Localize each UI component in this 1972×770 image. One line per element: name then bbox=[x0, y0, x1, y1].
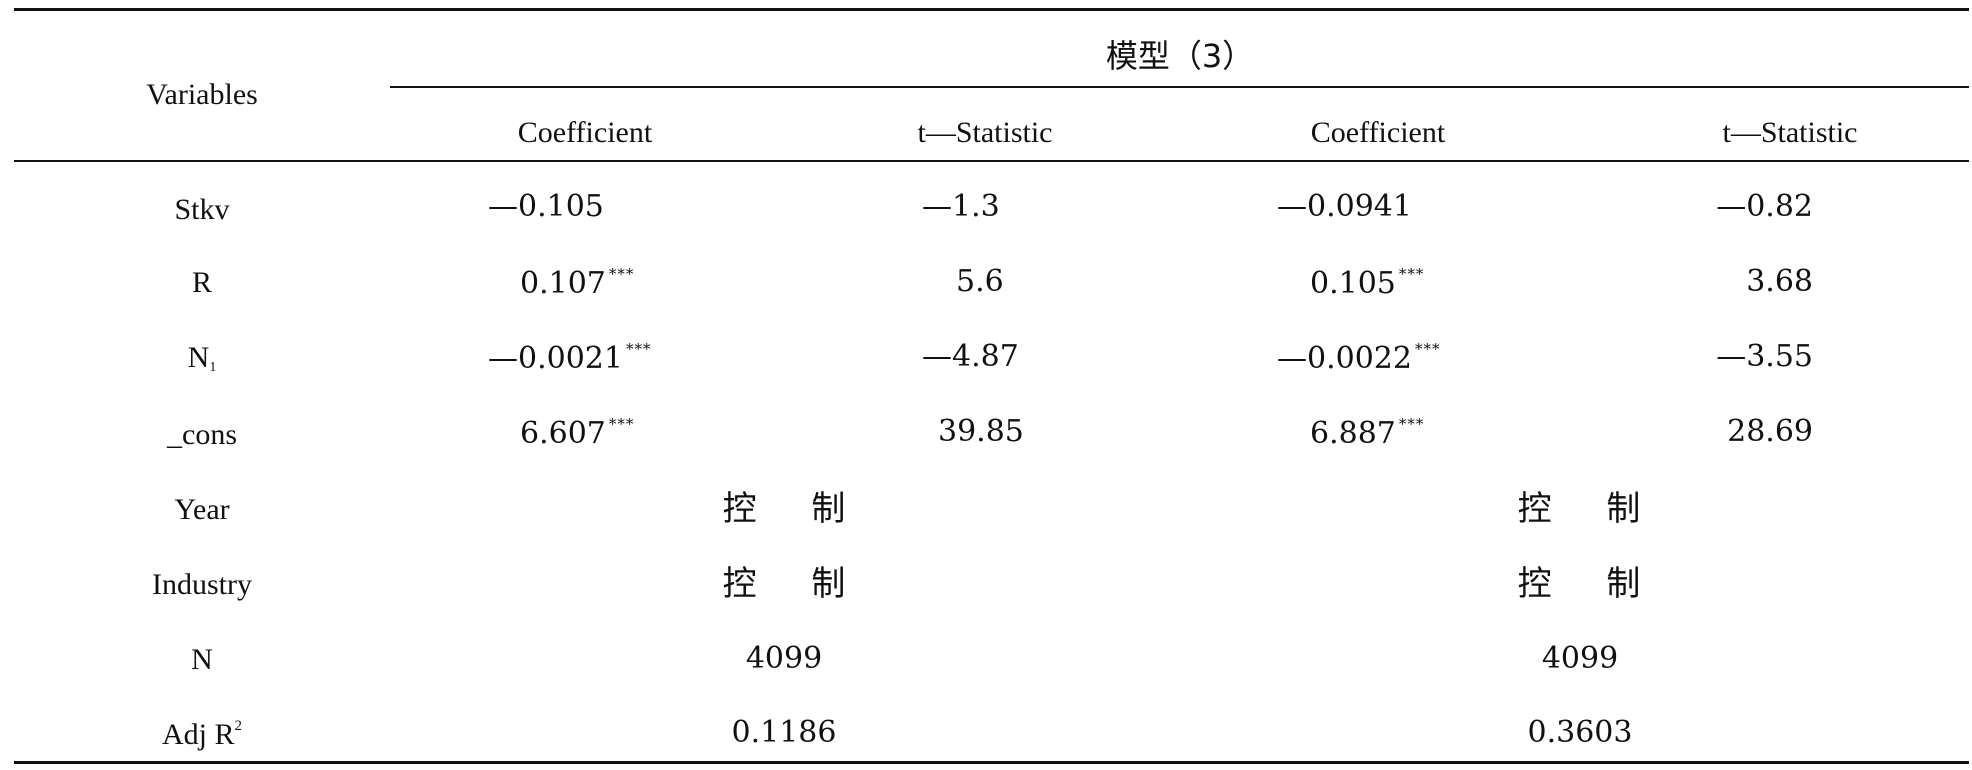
n1-t-statistic-1: —4.87 bbox=[922, 339, 1019, 374]
row-label-cons: _cons bbox=[167, 418, 237, 451]
cons-coefficient-1: 6.607 *** bbox=[520, 415, 635, 451]
n1-coefficient-2: —0.0022 *** bbox=[1277, 340, 1441, 376]
bottom-rule bbox=[14, 761, 1969, 764]
adj-r2-value-left: 0.1186 bbox=[731, 715, 837, 750]
stkv-t-statistic-2: —0.82 bbox=[1716, 189, 1813, 224]
industry-control-right: 控 制 bbox=[1517, 564, 1663, 604]
significance-stars: *** bbox=[608, 415, 635, 433]
header-t-statistic-1: t—Statistic bbox=[917, 116, 1053, 149]
header-bottom-rule bbox=[14, 160, 1969, 162]
cons-coefficient-2: 6.887 *** bbox=[1310, 415, 1425, 451]
row-label-stkv: Stkv bbox=[174, 193, 230, 226]
header-coefficient-2: Coefficient bbox=[1310, 116, 1446, 149]
r-t-statistic-1: 5.6 bbox=[956, 264, 1004, 299]
n-value-right: 4099 bbox=[1541, 641, 1619, 676]
row-label-n: N bbox=[191, 643, 213, 676]
n1-coefficient-1: —0.0021 *** bbox=[488, 340, 652, 376]
significance-stars: *** bbox=[608, 265, 635, 283]
significance-stars: *** bbox=[1398, 415, 1425, 433]
row-label-adj-r2: Adj R2 bbox=[161, 718, 243, 751]
header-coefficient-1: Coefficient bbox=[517, 116, 653, 149]
row-label-n1: N1 bbox=[187, 341, 217, 375]
adj-r2-value-right: 0.3603 bbox=[1527, 715, 1633, 750]
cons-t-statistic-1: 39.85 bbox=[938, 414, 1024, 449]
top-rule bbox=[14, 8, 1969, 11]
year-control-left: 控 制 bbox=[722, 489, 868, 529]
stkv-coefficient-1: —0.105 bbox=[488, 189, 604, 224]
year-control-right: 控 制 bbox=[1517, 489, 1663, 529]
significance-stars: *** bbox=[625, 340, 652, 358]
significance-stars: *** bbox=[1398, 265, 1425, 283]
row-label-year: Year bbox=[174, 493, 230, 526]
r-t-statistic-2: 3.68 bbox=[1746, 264, 1813, 299]
n-value-left: 4099 bbox=[745, 641, 823, 676]
industry-control-left: 控 制 bbox=[722, 564, 868, 604]
r-coefficient-1: 0.107 *** bbox=[520, 265, 635, 301]
stkv-t-statistic-1: —1.3 bbox=[922, 189, 1000, 224]
row-label-industry: Industry bbox=[152, 568, 252, 601]
significance-stars: *** bbox=[1414, 340, 1441, 358]
header-variables: Variables bbox=[146, 78, 258, 111]
header-model: 模型（3） bbox=[1105, 37, 1255, 75]
model-underline-rule bbox=[390, 86, 1969, 88]
header-t-statistic-2: t—Statistic bbox=[1722, 116, 1858, 149]
row-label-r: R bbox=[191, 266, 213, 299]
r-coefficient-2: 0.105 *** bbox=[1310, 265, 1425, 301]
n1-t-statistic-2: —3.55 bbox=[1716, 339, 1813, 374]
cons-t-statistic-2: 28.69 bbox=[1727, 414, 1813, 449]
stkv-coefficient-2: —0.0941 bbox=[1277, 189, 1412, 224]
